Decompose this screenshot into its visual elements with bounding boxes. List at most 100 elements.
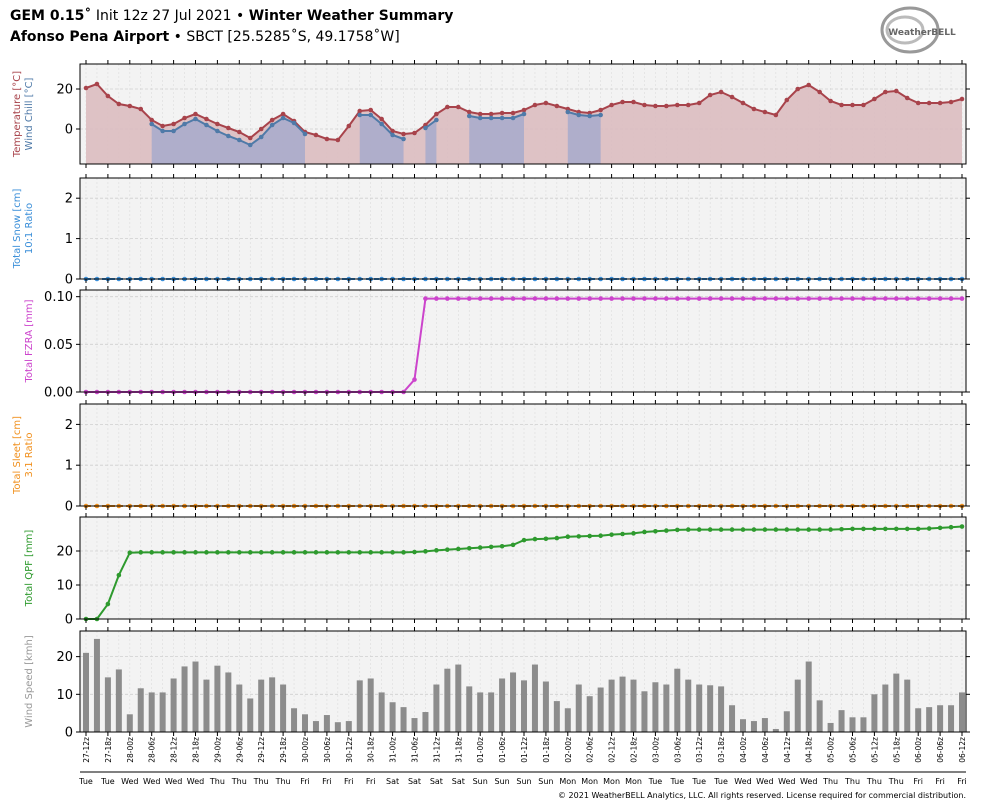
marker [171,550,176,555]
marker [466,113,472,119]
marker [828,527,833,532]
bar [345,721,352,732]
marker [182,550,187,555]
x-tick-label: 28-12z [170,737,179,763]
x-tick-label: 29-00z [213,737,222,763]
marker [839,526,844,532]
marker [696,100,702,106]
marker [477,296,483,301]
marker [477,115,483,121]
plot-background [80,404,966,506]
marker [642,102,647,108]
bar [93,638,100,732]
bar [291,708,298,732]
bar [827,722,834,732]
marker [631,531,636,536]
x-day-label: Tue [669,777,684,786]
marker [510,542,516,548]
y-tick-label: 2 [65,192,73,207]
plot-frame [79,289,967,393]
marker [477,111,483,117]
x-day-label: Fri [322,777,332,786]
marker [510,296,516,301]
marker [904,526,910,532]
bar [378,692,385,732]
y-axis-label: Temperature [°C] [12,71,23,158]
bar [83,652,89,732]
marker [193,116,198,122]
marker [915,296,921,301]
marker [182,121,187,127]
marker [160,550,165,555]
y-tick-label: 20 [56,650,73,665]
marker [116,101,122,107]
marker [215,128,220,134]
x-day-label: Fri [344,777,354,786]
marker [313,132,319,138]
marker [269,550,275,555]
marker [718,89,724,95]
x-tick-label: 04-12z [783,737,792,763]
x-day-label: Thu [275,777,291,786]
init: Init 12z 27 Jul 2021 [95,8,232,24]
bar [685,679,692,732]
marker [434,117,439,123]
marker [532,536,538,542]
y-tick-label: 1 [65,459,73,474]
marker [685,296,691,301]
marker [204,550,209,555]
marker [434,111,439,117]
marker [729,296,735,301]
marker [784,527,790,532]
marker [883,89,888,95]
marker [488,115,494,121]
marker [412,549,417,555]
bar [455,664,462,732]
marker [828,98,833,104]
x-day-label: Thu [822,777,838,786]
bar [937,705,944,732]
marker [718,296,724,301]
y-tick-label: 20 [56,83,73,98]
bar [411,718,418,732]
marker [872,296,877,301]
station: Afonso Pena Airport [10,29,170,45]
marker [839,102,844,108]
marker [357,112,363,118]
y-axis-label: Wind Chill [°C] [24,77,35,150]
marker [609,532,614,537]
marker [247,142,253,148]
marker [718,527,724,532]
marker [806,527,811,532]
marker [806,82,811,88]
x-tick-label: 04-18z [805,737,814,763]
marker [291,550,297,555]
y-tick-label: 0 [65,500,73,515]
marker [554,296,560,301]
bar [805,661,812,732]
y-tick-label: 2 [65,418,73,433]
separator: • [173,29,182,45]
marker [182,115,187,121]
marker [937,296,943,301]
marker [620,99,625,105]
x-day-label: Wed [800,777,817,786]
marker [959,524,965,529]
marker [675,296,680,301]
bar [466,686,473,732]
x-tick-label: 06-06z [936,737,945,763]
bar [586,696,593,732]
x-tick-label: 05-06z [849,737,858,763]
marker [237,137,242,143]
x-day-label: Sat [430,777,443,786]
marker [587,296,592,301]
plot-frame [79,177,967,280]
marker [609,102,614,108]
marker [576,112,582,118]
x-tick-label: 02-12z [608,737,617,763]
marker [631,99,636,105]
y-tick-label: 0 [65,123,73,138]
y-tick-label: 20 [56,545,73,560]
marker [675,527,680,533]
location: SBCT [25.5285˚S, 49.1758˚W] [186,29,400,45]
